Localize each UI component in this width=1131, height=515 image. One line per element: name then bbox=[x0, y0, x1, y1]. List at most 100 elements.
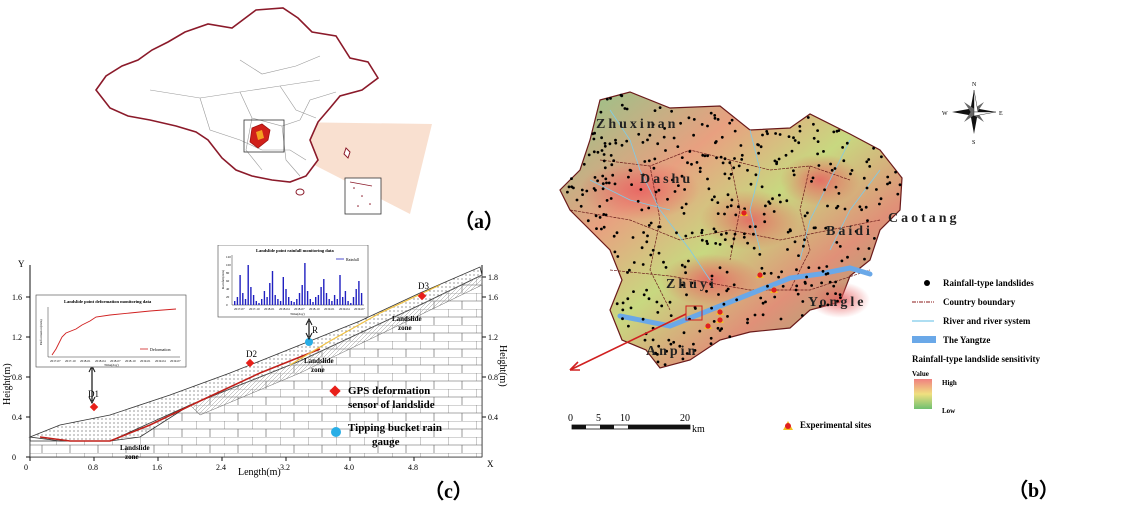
landslide-dot bbox=[742, 235, 746, 239]
landslide-dot bbox=[795, 284, 799, 288]
sensor-d2: D2 bbox=[245, 349, 257, 368]
landslide-dot bbox=[692, 133, 695, 137]
x-axis-label: Length(m) bbox=[238, 467, 281, 478]
rainfall-bar bbox=[342, 297, 344, 305]
landslide-dot bbox=[824, 226, 828, 230]
landslide-dot bbox=[863, 257, 866, 261]
landslide-dot bbox=[816, 152, 819, 156]
sensitivity-gradient bbox=[914, 379, 932, 409]
landslide-dot bbox=[642, 231, 645, 234]
landslide-dot bbox=[684, 202, 688, 206]
landslide-dot bbox=[629, 306, 633, 310]
landslide-dot bbox=[662, 135, 666, 139]
landslide-dot bbox=[846, 255, 849, 259]
landslide-dot bbox=[695, 161, 699, 164]
landslide-dot bbox=[710, 306, 713, 310]
landslide-dot bbox=[798, 129, 802, 133]
landslide-dot bbox=[771, 197, 774, 201]
landslide-dot bbox=[894, 170, 897, 174]
landslide-dot bbox=[658, 106, 662, 109]
landslide-dot bbox=[693, 306, 697, 309]
landslide-dot bbox=[715, 156, 718, 160]
landslide-dot bbox=[820, 281, 823, 285]
landslide-dot bbox=[734, 213, 738, 217]
landslide-dot bbox=[637, 132, 641, 136]
rainfall-bar bbox=[360, 293, 363, 305]
landslide-dot bbox=[623, 107, 627, 110]
landslide-dot bbox=[585, 189, 589, 193]
landslide-dot bbox=[603, 144, 607, 148]
x-tick-label: 4.8 bbox=[408, 463, 418, 472]
landslide-dot bbox=[777, 157, 781, 161]
landslide-dot bbox=[662, 260, 665, 264]
rainfall-bar bbox=[301, 285, 303, 305]
landslide-dot bbox=[822, 150, 825, 153]
y-ticks-left: 0 0.4 0.8 1.2 1.6 bbox=[12, 293, 30, 462]
landslide-dot bbox=[730, 245, 734, 248]
svg-text:W: W bbox=[942, 111, 948, 117]
landslide-dot bbox=[669, 342, 673, 346]
landslide-dot bbox=[823, 188, 826, 192]
landslide-dot bbox=[698, 329, 702, 333]
landslide-dot bbox=[732, 166, 736, 170]
landslide-dot bbox=[896, 192, 900, 196]
x-tick-label: 4.0 bbox=[344, 463, 354, 472]
landslide-dot bbox=[719, 155, 723, 159]
landslide-dot bbox=[647, 159, 651, 163]
rainfall-bar bbox=[325, 293, 328, 305]
panel-c-slope-diagram: Y X 0 0.8 1.6 2.4 3.2 4.0 4.8 0 0.4 0.8 1.2 1.6 0.… bbox=[0, 244, 520, 510]
landslide-dot bbox=[680, 263, 684, 267]
landslide-dot bbox=[668, 300, 672, 304]
landslide-dot bbox=[743, 232, 746, 236]
deformation-x-tick: 2019-07 bbox=[170, 359, 181, 363]
landslide-dot bbox=[616, 255, 620, 258]
landslide-dot bbox=[620, 103, 624, 107]
zone-label-2b: zone bbox=[311, 366, 325, 374]
landslide-dot bbox=[660, 304, 664, 308]
landslide-dot bbox=[717, 293, 720, 296]
landslide-dot bbox=[732, 283, 736, 287]
zone-label-3a: Landslide bbox=[392, 315, 422, 323]
gps-legend-line1: GPS deformation bbox=[348, 385, 430, 397]
landslide-dot bbox=[759, 145, 763, 149]
landslide-dot bbox=[774, 132, 777, 135]
landslide-dot bbox=[640, 208, 644, 212]
y-tick-label-left: 1.2 bbox=[12, 333, 22, 342]
landslide-dot bbox=[670, 109, 673, 113]
landslide-dot bbox=[792, 169, 795, 173]
rainfall-bar bbox=[244, 299, 247, 305]
landslide-dot bbox=[714, 141, 717, 145]
landslide-dot bbox=[621, 317, 624, 321]
legend-boundary: Country boundary bbox=[943, 297, 1016, 307]
landslide-dot bbox=[840, 259, 844, 263]
rainfall-y-tick: 60 bbox=[226, 279, 230, 283]
landslide-dot bbox=[567, 185, 571, 189]
crack-line bbox=[289, 284, 441, 366]
gps-legend-line2: sensor of landslide bbox=[348, 399, 435, 411]
landslide-dot bbox=[646, 234, 649, 238]
landslide-dot bbox=[880, 155, 883, 159]
landslide-dot bbox=[666, 197, 669, 201]
river-system bbox=[589, 109, 881, 281]
sensor-d3: D3 bbox=[417, 281, 429, 301]
landslide-dot bbox=[615, 231, 619, 235]
landslide-dot bbox=[706, 177, 709, 181]
landslide-dot bbox=[867, 247, 871, 250]
rainfall-x-tick: 2019-04 bbox=[339, 307, 350, 311]
landslide-dot bbox=[649, 253, 653, 257]
rainfall-bar bbox=[236, 297, 239, 305]
rainfall-bar bbox=[282, 277, 284, 305]
landslide-dot bbox=[690, 162, 693, 166]
landslide-dot bbox=[730, 118, 734, 122]
rainfall-x-tick: 2018-07 bbox=[294, 307, 305, 311]
landslide-dot bbox=[680, 174, 684, 178]
svg-text:E: E bbox=[999, 111, 1003, 117]
sensor-d1: D1 bbox=[88, 389, 99, 412]
landslide-dot bbox=[607, 181, 611, 185]
landslide-dot bbox=[718, 266, 722, 270]
y-tick-label-right: 0.4 bbox=[488, 413, 498, 422]
x-tick-label: 0 bbox=[24, 463, 28, 472]
landslide-dot bbox=[598, 216, 602, 219]
site-pointer bbox=[569, 313, 687, 371]
landslide-dot bbox=[587, 153, 591, 157]
